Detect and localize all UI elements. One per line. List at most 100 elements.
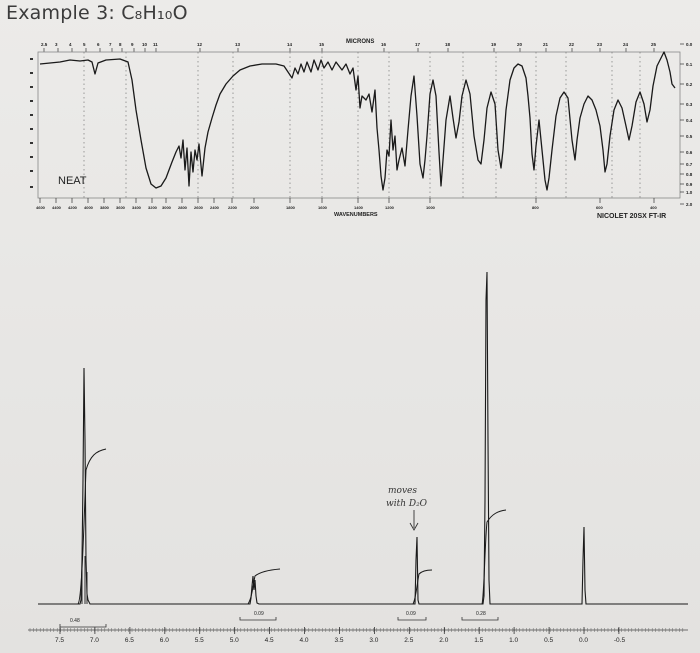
ir-wavenumber-tick-label: 3600	[116, 205, 126, 210]
ir-wavenumber-tick-label: 3200	[148, 205, 158, 210]
ir-wavenumber-tick-label: 2400	[210, 205, 220, 210]
nmr-baseline	[38, 271, 688, 605]
nmr-ppm-tick-label: 4.5	[265, 637, 274, 644]
ir-absorbance-tick-label: 0.4	[686, 118, 693, 123]
nmr-ppm-tick-label: 0.5	[544, 637, 553, 644]
integration-aromatic	[77, 448, 107, 605]
ir-micron-tick-label: 18	[445, 42, 451, 47]
ir-instrument-label: NICOLET 20SX FT-IR	[597, 213, 666, 220]
ir-sample-label: NEAT	[58, 175, 87, 187]
ir-absorbance-tick-label: 0.9	[686, 182, 693, 187]
nmr-ppm-tick-label: 6.5	[125, 637, 134, 644]
ir-wavenumber-tick-label: 4600	[36, 205, 46, 210]
ir-trace	[39, 51, 676, 191]
ir-wavenumber-tick-label: 3800	[100, 205, 110, 210]
ir-wavenumber-tick-label: 1800	[286, 205, 296, 210]
integration-value-3: 0.09	[406, 611, 416, 617]
nmr-ppm-tick-label: 6.0	[160, 637, 169, 644]
ir-wavenumber-tick-label: 4200	[68, 205, 78, 210]
ir-micron-tick-label: 8	[119, 42, 122, 47]
ir-micron-tick-label: 6	[97, 42, 100, 47]
ir-wavenumber-ticks: 4600 4400 4200 4000 3800 3600 3400 3200 3000 2800…	[36, 198, 657, 210]
integration-curves	[77, 448, 507, 605]
nmr-ppm-tick-label: 0.0	[579, 637, 588, 644]
ir-absorbance-tick-label: 0.1	[686, 62, 693, 67]
ir-micron-tick-label: 16	[381, 42, 387, 47]
ir-absorbance-ticks: 0.0 0.1 0.2 0.3 0.4 0.5 0.6 0.7 0.8 0.9 1.0 2.0	[680, 42, 693, 207]
integration-oh	[412, 569, 433, 605]
ir-absorbance-tick-label: 0.5	[686, 134, 693, 139]
annotation-line-1: moves	[388, 486, 417, 496]
ir-micron-tick-label: 3	[55, 42, 58, 47]
ir-absorbance-tick-label: 0.0	[686, 42, 693, 47]
integration-ch2o	[247, 568, 281, 605]
nmr-ppm-ticks: 7.5 7.0 6.5 6.0 5.5 5.0 4.5 4.0 3.5 3.0 2.5 2.0 1.5 1…	[55, 627, 625, 644]
ir-absorbance-tick-label: 0.2	[686, 82, 693, 87]
ir-micron-tick-label: 9	[131, 42, 134, 47]
ir-wavenumber-tick-label: 1200	[385, 205, 395, 210]
page-title: Example 3: C₈H₁₀O	[6, 2, 188, 24]
ir-wavenumber-tick-label: 600	[596, 205, 603, 210]
nmr-ppm-tick-label: 1.5	[474, 637, 483, 644]
ir-micron-tick-label: 2.5	[41, 42, 48, 47]
nmr-ppm-tick-label: 5.5	[195, 637, 204, 644]
nmr-ppm-tick-label: 2.0	[439, 637, 448, 644]
nmr-ppm-tick-label: 3.5	[335, 637, 344, 644]
ir-absorbance-tick-label: 0.7	[686, 162, 693, 167]
integration-brackets	[59, 617, 499, 628]
ir-micron-tick-label: 24	[623, 42, 629, 47]
ir-micron-tick-label: 7	[109, 42, 112, 47]
integration-value-4: 0.28	[476, 611, 486, 617]
nmr-ppm-tick-label: -0.5	[614, 637, 626, 644]
nmr-ppm-tick-label: 4.0	[300, 637, 309, 644]
integration-value-1: 0.48	[70, 618, 80, 624]
ir-absorbance-tick-label: 2.0	[686, 202, 693, 207]
ir-micron-tick-label: 11	[153, 42, 158, 47]
ir-micron-tick-label: 13	[235, 42, 241, 47]
ir-wavenumber-tick-label: 4000	[84, 205, 94, 210]
ir-micron-tick-label: 15	[319, 42, 325, 47]
ir-wavenumber-tick-label: 3400	[132, 205, 142, 210]
nmr-ppm-tick-label: 7.5	[55, 637, 64, 644]
nmr-ppm-tick-label: 5.0	[230, 637, 239, 644]
integration-ch3	[481, 509, 507, 605]
ir-wavenumber-tick-label: 4400	[52, 205, 62, 210]
ir-wavenumber-tick-label: 1400	[354, 205, 364, 210]
ir-micron-tick-label: 10	[142, 42, 148, 47]
ir-micron-tick-label: 5	[83, 42, 86, 47]
ir-absorbance-tick-label: 0.6	[686, 150, 693, 155]
ir-wavenumber-tick-label: 1600	[318, 205, 328, 210]
nmr-ppm-tick-label: 7.0	[90, 637, 99, 644]
ir-micron-tick-label: 12	[197, 42, 203, 47]
ir-frame	[37, 51, 681, 199]
ir-wavenumber-tick-label: 2600	[194, 205, 204, 210]
ir-wavenumber-tick-label: 400	[650, 205, 657, 210]
ir-micron-tick-label: 25	[651, 42, 657, 47]
nmr-spectrum: moves with D₂O 0.48 0.09 0.09 0.28 7.5 7.…	[28, 271, 688, 644]
ir-bottom-axis-label: WAVENUMBERS	[334, 212, 378, 218]
annotation-arrow-head	[409, 522, 419, 531]
ir-absorbance-tick-label: 0.3	[686, 102, 693, 107]
ir-micron-tick-label: 21	[543, 42, 549, 47]
ir-micron-tick-label: 14	[287, 42, 293, 47]
nmr-ppm-tick-label: 1.0	[509, 637, 518, 644]
ir-micron-tick-label: 17	[415, 42, 421, 47]
ir-micron-tick-label: 23	[597, 42, 603, 47]
ir-left-ticks	[30, 58, 33, 188]
ir-grid	[83, 52, 641, 198]
ir-micron-tick-label: 4	[69, 42, 72, 47]
ir-wavenumber-tick-label: 2800	[178, 205, 188, 210]
nmr-minor-ticks	[29, 628, 684, 632]
nmr-ppm-tick-label: 2.5	[404, 637, 413, 644]
ir-absorbance-tick-label: 0.8	[686, 172, 693, 177]
ir-wavenumber-tick-label: 2200	[228, 205, 238, 210]
ir-wavenumber-tick-label: 1000	[426, 205, 436, 210]
ir-micron-tick-label: 20	[517, 42, 523, 47]
ir-spectrum: 2.5 3 4 5 6 7 8 9 10 11 12 13 14 15 16 17 18 19 20 21 22 23 24…	[30, 39, 693, 220]
ir-wavenumber-tick-label: 800	[532, 205, 539, 210]
ir-micron-tick-label: 22	[569, 42, 575, 47]
integration-value-2: 0.09	[254, 611, 264, 617]
ir-micron-ticks: 2.5 3 4 5 6 7 8 9 10 11 12 13 14 15 16 17 18 19 20 21 22 23 24…	[41, 42, 657, 52]
